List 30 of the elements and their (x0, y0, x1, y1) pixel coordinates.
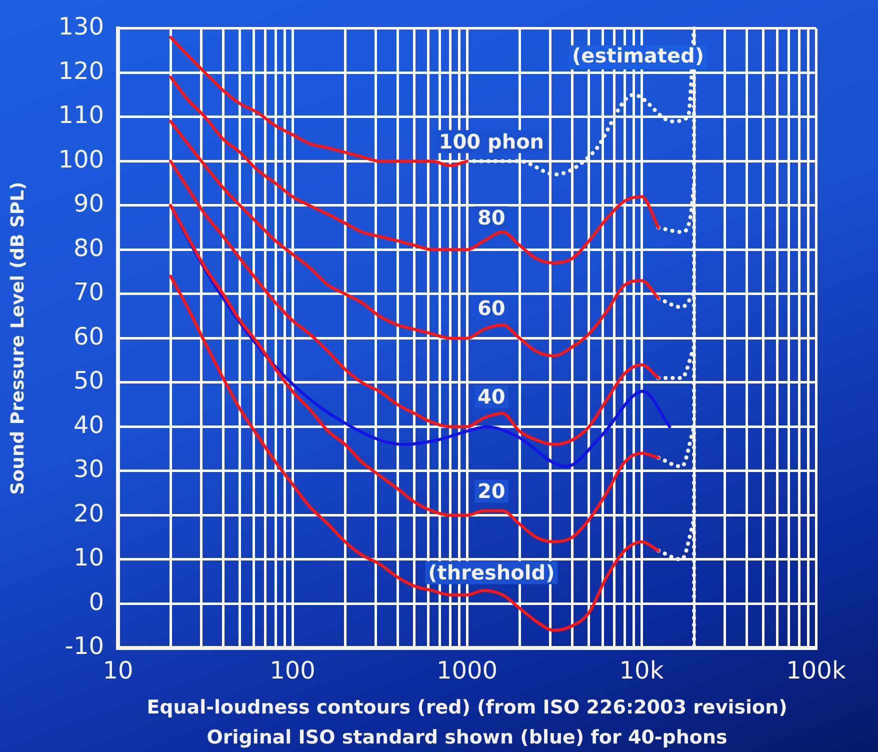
x-axis-title: Equal-loudness contours (red) (from ISO 226:2003 revision) (146, 696, 788, 719)
y-tick-label: 80 (73, 234, 104, 262)
y-tick-label: -10 (64, 632, 104, 660)
x-tick-label: 10k (619, 656, 664, 685)
y-tick-label: 60 (73, 322, 104, 350)
y-tick-label: 40 (73, 410, 104, 439)
x-tick-label: 100 (270, 656, 316, 685)
x-tick-label: 100k (786, 656, 846, 685)
y-tick-label: 100 (58, 145, 104, 174)
y-axis-title: Sound Pressure Level (dB SPL) (7, 182, 28, 495)
series-label: 40 (478, 384, 506, 408)
y-tick-label: 10 (73, 544, 104, 572)
y-tick-label: 20 (73, 499, 104, 528)
y-tick-label: 90 (73, 190, 104, 218)
series-label: 100 phon (438, 129, 544, 154)
series-label: 80 (478, 205, 506, 230)
y-tick-label: 120 (58, 56, 104, 85)
y-tick-label: 110 (58, 101, 104, 130)
y-tick-label: 50 (73, 366, 104, 395)
series-label: (threshold) (428, 560, 555, 584)
y-tick-label: 70 (73, 278, 104, 306)
x-tick-label: 10 (102, 656, 134, 685)
annotation: (estimated) (572, 44, 704, 68)
y-tick-label: 0 (88, 588, 104, 616)
x-tick-label: 1000 (436, 656, 498, 685)
text: Original ISO standard shown (blue) for 40-phons (206, 726, 728, 748)
series-label: 60 (478, 296, 506, 320)
y-tick-label: 30 (73, 455, 104, 484)
series-label: 20 (478, 479, 506, 504)
y-tick-label: 130 (58, 12, 104, 41)
